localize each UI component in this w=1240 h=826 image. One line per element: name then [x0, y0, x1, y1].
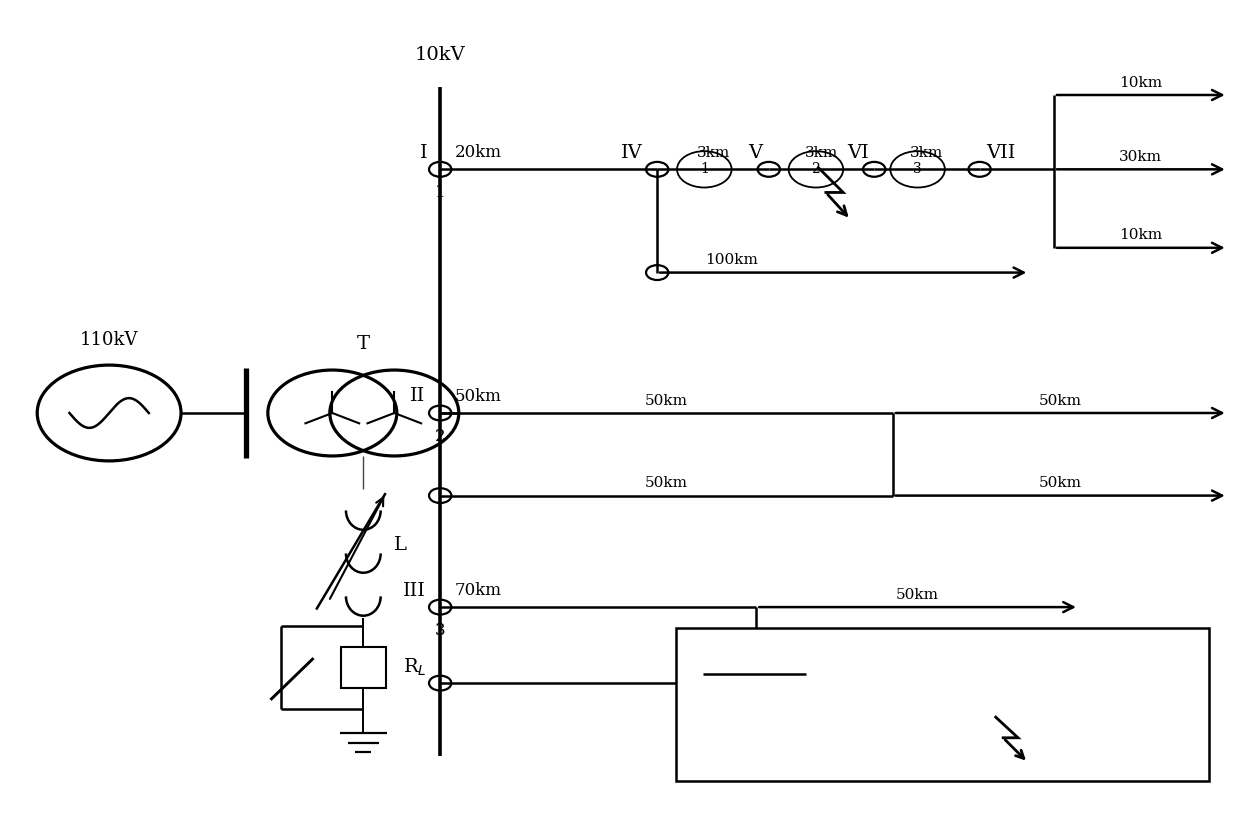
Text: 50km: 50km: [645, 477, 688, 490]
Text: L: L: [394, 536, 407, 554]
Text: VII: VII: [986, 144, 1016, 162]
Text: 110kV: 110kV: [79, 331, 139, 349]
Text: 10km: 10km: [1120, 229, 1162, 242]
Text: I: I: [420, 144, 428, 162]
Text: 3km: 3km: [805, 146, 838, 159]
Text: 线路: 线路: [825, 665, 846, 682]
Text: 100km: 100km: [706, 254, 758, 267]
Text: 1: 1: [699, 163, 709, 176]
Text: 1: 1: [435, 184, 445, 201]
Text: 50km: 50km: [1039, 477, 1081, 490]
Text: 3: 3: [913, 163, 923, 176]
Text: 负荷: 负荷: [825, 729, 846, 747]
Text: 30km: 30km: [1120, 150, 1162, 164]
Text: 2: 2: [811, 163, 821, 176]
FancyBboxPatch shape: [341, 647, 386, 688]
Text: 50km: 50km: [1039, 394, 1081, 407]
Text: 50km: 50km: [897, 664, 939, 677]
Text: III: III: [403, 582, 425, 600]
Text: 50km: 50km: [897, 588, 939, 601]
Text: T: T: [357, 335, 370, 353]
Text: 20km: 20km: [455, 145, 502, 161]
Text: 10km: 10km: [1120, 76, 1162, 89]
Text: 70km: 70km: [455, 582, 502, 599]
Text: 故障位置: 故障位置: [1043, 729, 1086, 747]
Text: 50km: 50km: [645, 394, 688, 407]
Text: 3km: 3km: [697, 146, 729, 159]
Text: 2: 2: [435, 428, 445, 444]
Text: 检测点: 检测点: [1025, 665, 1058, 682]
Text: 10kV: 10kV: [415, 46, 465, 64]
Text: VI: VI: [847, 144, 869, 162]
Text: II: II: [410, 387, 425, 406]
Text: V: V: [749, 144, 763, 162]
FancyBboxPatch shape: [676, 628, 1209, 781]
Text: 3km: 3km: [910, 146, 944, 159]
Text: 50km: 50km: [455, 388, 502, 405]
Text: IV: IV: [620, 144, 642, 162]
Text: R$_L$: R$_L$: [403, 657, 427, 678]
Text: 3: 3: [435, 622, 445, 638]
